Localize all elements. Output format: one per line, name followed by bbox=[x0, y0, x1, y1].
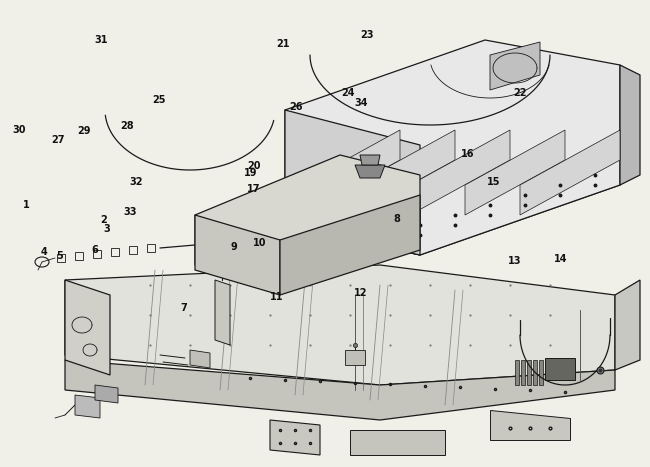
Polygon shape bbox=[515, 360, 519, 385]
Polygon shape bbox=[520, 130, 620, 215]
Text: 25: 25 bbox=[153, 95, 166, 106]
Polygon shape bbox=[95, 385, 118, 403]
Polygon shape bbox=[65, 360, 615, 420]
Polygon shape bbox=[360, 155, 380, 165]
Text: 31: 31 bbox=[94, 35, 107, 45]
Polygon shape bbox=[490, 42, 540, 90]
Polygon shape bbox=[65, 265, 615, 385]
Text: 13: 13 bbox=[508, 255, 521, 266]
Text: 12: 12 bbox=[354, 288, 367, 298]
Text: 11: 11 bbox=[270, 292, 283, 303]
Text: 4: 4 bbox=[41, 247, 47, 257]
Text: 8: 8 bbox=[393, 213, 400, 224]
Polygon shape bbox=[410, 130, 510, 215]
Text: 34: 34 bbox=[354, 98, 367, 108]
Polygon shape bbox=[545, 358, 575, 380]
Polygon shape bbox=[533, 360, 537, 385]
Text: 17: 17 bbox=[247, 184, 260, 194]
Text: 32: 32 bbox=[130, 177, 143, 187]
Text: 30: 30 bbox=[13, 125, 26, 135]
Polygon shape bbox=[285, 110, 420, 255]
Polygon shape bbox=[215, 280, 230, 345]
Polygon shape bbox=[345, 350, 365, 365]
Text: 22: 22 bbox=[514, 88, 526, 99]
Polygon shape bbox=[490, 410, 570, 440]
Text: 10: 10 bbox=[254, 238, 266, 248]
Text: 29: 29 bbox=[78, 126, 91, 136]
Polygon shape bbox=[539, 360, 543, 385]
Text: 20: 20 bbox=[247, 161, 260, 171]
Polygon shape bbox=[350, 430, 445, 455]
Polygon shape bbox=[620, 65, 640, 185]
Text: 9: 9 bbox=[231, 241, 237, 252]
Polygon shape bbox=[195, 215, 280, 295]
Polygon shape bbox=[195, 155, 420, 280]
Text: 7: 7 bbox=[181, 303, 187, 313]
Text: 26: 26 bbox=[289, 102, 302, 113]
Polygon shape bbox=[270, 420, 320, 455]
Text: 21: 21 bbox=[276, 39, 289, 50]
Text: 5: 5 bbox=[57, 251, 63, 261]
Polygon shape bbox=[300, 130, 400, 215]
Polygon shape bbox=[465, 130, 565, 215]
Polygon shape bbox=[355, 130, 455, 215]
Text: 3: 3 bbox=[104, 224, 110, 234]
Polygon shape bbox=[527, 360, 531, 385]
Polygon shape bbox=[75, 395, 100, 418]
Polygon shape bbox=[190, 350, 210, 368]
Text: 33: 33 bbox=[124, 207, 136, 218]
Text: 6: 6 bbox=[91, 245, 98, 255]
Text: 16: 16 bbox=[462, 149, 474, 159]
Text: 1: 1 bbox=[23, 200, 29, 211]
Polygon shape bbox=[280, 195, 420, 295]
Text: 27: 27 bbox=[52, 135, 65, 145]
Text: 23: 23 bbox=[361, 30, 374, 40]
Text: 15: 15 bbox=[488, 177, 500, 187]
Polygon shape bbox=[355, 165, 385, 178]
Polygon shape bbox=[285, 40, 620, 255]
Text: 14: 14 bbox=[554, 254, 567, 264]
Text: 19: 19 bbox=[244, 168, 257, 178]
Polygon shape bbox=[521, 360, 525, 385]
Text: 28: 28 bbox=[120, 121, 133, 131]
Text: 2: 2 bbox=[101, 215, 107, 226]
Text: 24: 24 bbox=[341, 88, 354, 99]
Polygon shape bbox=[65, 280, 110, 375]
Polygon shape bbox=[615, 280, 640, 370]
